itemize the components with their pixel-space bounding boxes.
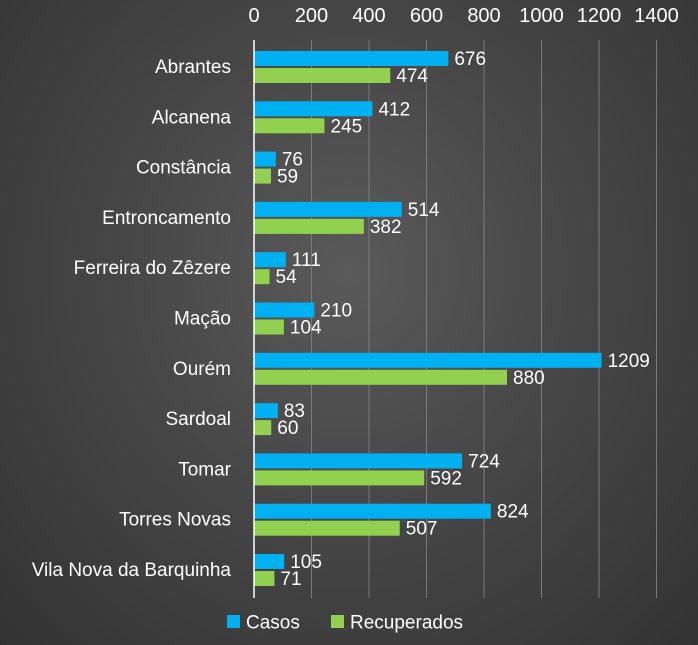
legend: Casos Recuperados [227, 613, 463, 634]
legend-label: Recuperados [350, 613, 463, 634]
x-tick-label: 800 [467, 5, 500, 27]
bar-recuperados [254, 520, 400, 536]
data-label: 111 [292, 250, 321, 271]
bar-casos [254, 302, 315, 318]
legend-swatch-casos [227, 615, 240, 628]
bar-casos [254, 201, 402, 217]
x-tick-label: 1400 [634, 5, 679, 27]
bar-recuperados [254, 369, 507, 385]
bar-recuperados [254, 470, 425, 486]
bar-casos [254, 101, 373, 117]
legend-swatch-recuperados [331, 615, 344, 628]
gridlines [311, 40, 657, 598]
data-label: 1209 [608, 351, 650, 372]
bar-casos [254, 252, 286, 268]
x-tick-label: 1000 [519, 5, 564, 27]
category-label: Ferreira do Zêzere [74, 258, 231, 279]
x-tick-label: 0 [248, 5, 259, 27]
category-label: Torres Novas [119, 510, 231, 531]
data-label: 412 [378, 99, 410, 120]
legend-label: Casos [246, 613, 300, 634]
bar-casos [254, 403, 278, 419]
category-label: Ourém [173, 359, 231, 380]
data-label: 724 [468, 451, 500, 472]
data-label: 71 [280, 569, 301, 590]
category-label: Abrantes [155, 57, 231, 78]
category-label: Mação [174, 309, 231, 330]
data-label: 59 [277, 167, 298, 188]
x-tick-label: 600 [410, 5, 443, 27]
data-label: 245 [330, 116, 362, 137]
bar-recuperados [254, 269, 270, 285]
data-label: 592 [430, 468, 462, 489]
x-axis-tick-labels: 0 200 400 600 800 1000 1200 1400 [248, 5, 678, 27]
data-label: 60 [277, 418, 298, 439]
data-label: 676 [454, 49, 486, 70]
bar-casos [254, 554, 285, 569]
data-label: 104 [290, 318, 322, 339]
category-label: Constância [136, 158, 231, 179]
bar-recuperados [254, 571, 275, 586]
category-label: Sardoal [166, 409, 232, 430]
data-label: 880 [513, 368, 545, 389]
bars [254, 51, 602, 586]
category-label: Tomar [178, 459, 231, 480]
bar-recuperados [254, 68, 391, 83]
x-tick-label: 200 [295, 5, 328, 27]
data-label: 507 [406, 519, 438, 540]
category-labels: Abrantes Alcanena Constância Entroncamento F… [32, 57, 232, 581]
bar-recuperados [254, 319, 284, 335]
bar-casos [254, 51, 449, 66]
x-tick-label: 400 [352, 5, 385, 27]
bar-casos [254, 151, 276, 167]
category-label: Vila Nova da Barquinha [32, 560, 232, 581]
data-label: 514 [408, 200, 440, 221]
bar-casos [254, 352, 602, 368]
bar-recuperados [254, 118, 325, 134]
bar-recuperados [254, 168, 271, 184]
bar-recuperados [254, 218, 364, 234]
category-label: Entroncamento [102, 208, 231, 229]
data-label: 474 [396, 66, 428, 87]
bar-casos [254, 503, 491, 519]
data-label: 76 [282, 150, 303, 171]
x-tick-label: 1200 [577, 5, 622, 27]
data-label: 105 [290, 552, 322, 573]
data-label: 83 [284, 401, 305, 422]
bar-casos [254, 453, 463, 469]
data-label: 382 [370, 217, 402, 238]
category-label: Alcanena [152, 107, 232, 128]
data-label: 824 [497, 502, 529, 523]
data-label: 54 [276, 267, 298, 288]
bar-recuperados [254, 420, 272, 436]
data-label: 210 [320, 301, 352, 322]
